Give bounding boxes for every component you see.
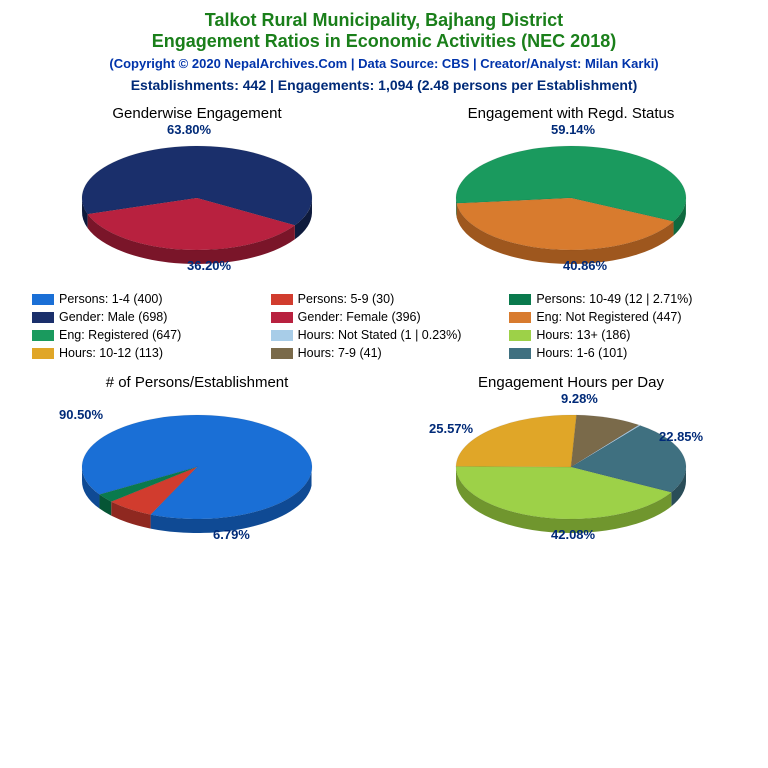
legend-swatch: [509, 294, 531, 305]
slice-label: 9.28%: [561, 391, 598, 406]
title-main: Talkot Rural Municipality, Bajhang Distr…: [10, 10, 758, 31]
chart-persons: # of Persons/Establishment 90.50%6.79%: [67, 374, 327, 547]
legend-item: Persons: 10-49 (12 | 2.71%): [509, 292, 736, 306]
charts-top-row: Genderwise Engagement 63.80%36.20% Engag…: [10, 105, 758, 278]
legend-label: Hours: 1-6 (101): [536, 346, 627, 360]
slice-label: 42.08%: [551, 527, 595, 542]
legend-swatch: [271, 330, 293, 341]
copyright-line: (Copyright © 2020 NepalArchives.Com | Da…: [10, 56, 758, 71]
slice-label: 90.50%: [59, 407, 103, 422]
chart-title: Engagement Hours per Day: [441, 374, 701, 391]
slice-label: 59.14%: [551, 122, 595, 137]
chart-title: # of Persons/Establishment: [67, 374, 327, 391]
legend-label: Hours: 7-9 (41): [298, 346, 382, 360]
legend-label: Persons: 5-9 (30): [298, 292, 395, 306]
chart-gender: Genderwise Engagement 63.80%36.20%: [67, 105, 327, 278]
legend-item: Gender: Female (396): [271, 310, 498, 324]
legend-item: Gender: Male (698): [32, 310, 259, 324]
legend-swatch: [32, 294, 54, 305]
slice-label: 22.85%: [659, 429, 703, 444]
stats-line: Establishments: 442 | Engagements: 1,094…: [10, 77, 758, 93]
legend-label: Persons: 1-4 (400): [59, 292, 163, 306]
legend-label: Eng: Registered (647): [59, 328, 181, 342]
legend-item: Eng: Not Registered (447): [509, 310, 736, 324]
legend-item: Hours: 13+ (186): [509, 328, 736, 342]
legend-label: Hours: 10-12 (113): [59, 346, 163, 360]
legend-swatch: [32, 330, 54, 341]
legend-item: Hours: 10-12 (113): [32, 346, 259, 360]
legend-swatch: [271, 348, 293, 359]
slice-label: 25.57%: [429, 421, 473, 436]
legend: Persons: 1-4 (400) Persons: 5-9 (30) Perso…: [32, 292, 736, 360]
pie-regd: 59.14%40.86%: [441, 126, 701, 278]
chart-title: Genderwise Engagement: [67, 105, 327, 122]
legend-label: Gender: Male (698): [59, 310, 167, 324]
legend-label: Hours: Not Stated (1 | 0.23%): [298, 328, 462, 342]
pie-gender: 63.80%36.20%: [67, 126, 327, 278]
legend-swatch: [509, 312, 531, 323]
title-sub: Engagement Ratios in Economic Activities…: [10, 31, 758, 52]
legend-swatch: [271, 294, 293, 305]
chart-regd: Engagement with Regd. Status 59.14%40.86…: [441, 105, 701, 278]
slice-label: 40.86%: [563, 258, 607, 273]
legend-swatch: [509, 348, 531, 359]
legend-label: Gender: Female (396): [298, 310, 421, 324]
legend-swatch: [509, 330, 531, 341]
legend-item: Hours: 1-6 (101): [509, 346, 736, 360]
legend-item: Persons: 5-9 (30): [271, 292, 498, 306]
legend-item: Eng: Registered (647): [32, 328, 259, 342]
legend-swatch: [32, 348, 54, 359]
pie-hours: 22.85%42.08%25.57%9.28%: [441, 395, 701, 547]
chart-title: Engagement with Regd. Status: [441, 105, 701, 122]
legend-label: Eng: Not Registered (447): [536, 310, 681, 324]
header: Talkot Rural Municipality, Bajhang Distr…: [10, 10, 758, 93]
legend-item: Hours: 7-9 (41): [271, 346, 498, 360]
legend-label: Hours: 13+ (186): [536, 328, 630, 342]
slice-label: 6.79%: [213, 527, 250, 542]
legend-item: Hours: Not Stated (1 | 0.23%): [271, 328, 498, 342]
slice-label: 63.80%: [167, 122, 211, 137]
legend-item: Persons: 1-4 (400): [32, 292, 259, 306]
legend-swatch: [32, 312, 54, 323]
legend-swatch: [271, 312, 293, 323]
charts-bottom-row: # of Persons/Establishment 90.50%6.79% E…: [10, 374, 758, 547]
legend-label: Persons: 10-49 (12 | 2.71%): [536, 292, 692, 306]
slice-label: 36.20%: [187, 258, 231, 273]
pie-persons: 90.50%6.79%: [67, 395, 327, 547]
chart-hours: Engagement Hours per Day 22.85%42.08%25.…: [441, 374, 701, 547]
